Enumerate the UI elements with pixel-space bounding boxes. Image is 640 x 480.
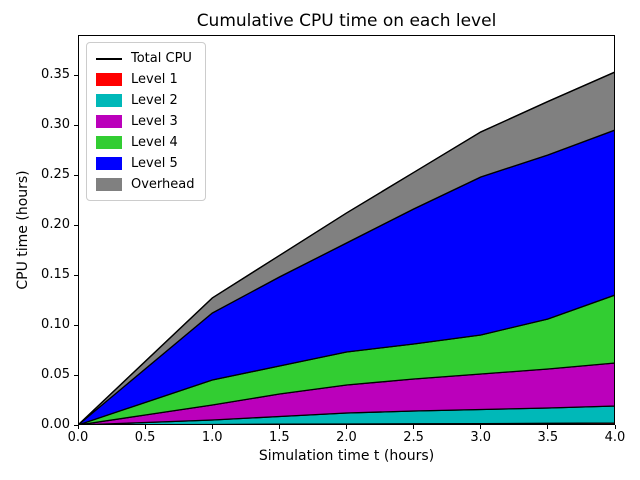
x-tickmark xyxy=(211,425,213,429)
y-tickmark xyxy=(74,224,78,226)
x-tick-label: 3.5 xyxy=(537,430,559,445)
y-tickmark xyxy=(74,424,78,426)
x-tickmark xyxy=(614,425,616,429)
y-tickmark xyxy=(74,324,78,326)
x-tickmark xyxy=(144,425,146,429)
x-tick-label: 0.5 xyxy=(134,430,156,445)
x-tick-label: 2.5 xyxy=(403,430,424,445)
x-tickmark xyxy=(413,425,415,429)
legend-item-level-4: Level 4 xyxy=(96,134,195,151)
y-tick-label: 0.10 xyxy=(41,317,70,332)
y-tickmark xyxy=(74,74,78,76)
x-tick-label: 3.0 xyxy=(470,430,492,445)
y-axis-label: CPU time (hours) xyxy=(15,170,31,290)
y-tick-label: 0.15 xyxy=(41,267,70,282)
legend-label: Total CPU xyxy=(131,51,192,66)
legend-label: Level 2 xyxy=(131,93,178,108)
y-tick-label: 0.00 xyxy=(41,417,70,432)
y-tick-label: 0.05 xyxy=(41,367,70,382)
x-tick-label: 4.0 xyxy=(604,430,626,445)
legend-label: Level 4 xyxy=(131,135,178,150)
y-tickmark xyxy=(74,374,78,376)
legend-color-swatch xyxy=(96,178,122,191)
legend-label: Level 1 xyxy=(131,72,178,87)
x-tickmark xyxy=(480,425,482,429)
y-tickmark xyxy=(74,174,78,176)
y-tick-label: 0.35 xyxy=(41,67,70,82)
y-tick-label: 0.20 xyxy=(41,217,70,232)
x-tickmark xyxy=(547,425,549,429)
x-tick-label: 2.0 xyxy=(336,430,357,445)
legend-item-level-3: Level 3 xyxy=(96,113,195,130)
legend-color-swatch xyxy=(96,94,122,107)
legend: Total CPU Level 1 Level 2 Level 3 Level 4 Lev… xyxy=(86,42,206,201)
x-tickmark xyxy=(278,425,280,429)
legend-color-swatch xyxy=(96,115,122,128)
stacked-area-chart xyxy=(78,71,615,425)
legend-item-level-5: Level 5 xyxy=(96,155,195,172)
plot-area: Total CPU Level 1 Level 2 Level 3 Level 4 Lev… xyxy=(78,35,615,425)
legend-label: Overhead xyxy=(131,177,195,192)
chart-title: Cumulative CPU time on each level xyxy=(196,11,497,31)
x-tick-label: 0.0 xyxy=(67,430,89,445)
legend-color-swatch xyxy=(96,136,122,149)
y-tick-label: 0.30 xyxy=(41,117,70,132)
x-axis-label: Simulation time t (hours) xyxy=(258,448,435,464)
x-tickmark xyxy=(77,425,79,429)
y-tickmark xyxy=(74,124,78,126)
x-tick-label: 1.0 xyxy=(201,430,223,445)
legend-item-overhead: Overhead xyxy=(96,176,195,193)
y-tick-label: 0.25 xyxy=(41,167,70,182)
y-tickmark xyxy=(74,274,78,276)
legend-item-level-1: Level 1 xyxy=(96,71,195,88)
legend-item-level-2: Level 2 xyxy=(96,92,195,109)
x-tick-label: 1.5 xyxy=(269,430,290,445)
legend-item-total-cpu: Total CPU xyxy=(96,50,195,67)
legend-color-swatch xyxy=(96,73,122,86)
x-tickmark xyxy=(346,425,347,429)
legend-label: Level 5 xyxy=(131,156,178,171)
legend-line-sample xyxy=(96,52,122,65)
total-cpu-line xyxy=(78,71,615,425)
legend-color-swatch xyxy=(96,157,122,170)
legend-label: Level 3 xyxy=(131,114,178,129)
